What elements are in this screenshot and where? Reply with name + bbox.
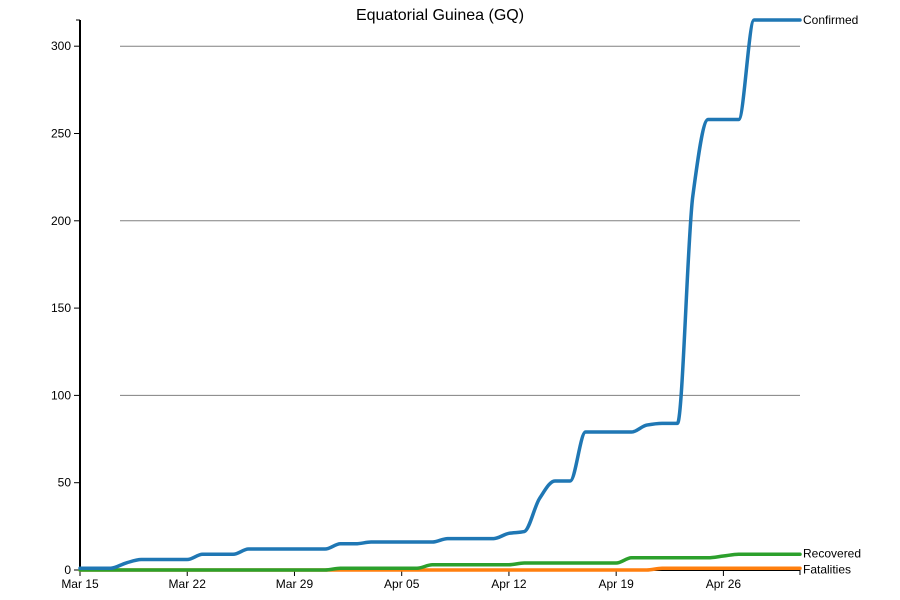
x-tick-label-0: Mar 15 xyxy=(61,577,99,591)
chart-title: Equatorial Guinea (GQ) xyxy=(356,7,524,24)
series-label-fatalities: Fatalities xyxy=(803,562,851,576)
x-tick-label-3: Apr 05 xyxy=(384,577,420,591)
x-tick-label-4: Apr 12 xyxy=(491,577,527,591)
x-tick-label-1: Mar 22 xyxy=(169,577,207,591)
series-label-confirmed: Confirmed xyxy=(803,13,858,27)
y-tick-label-300: 300 xyxy=(51,39,71,53)
y-tick-label-250: 250 xyxy=(51,126,71,140)
y-tick-label-200: 200 xyxy=(51,214,71,228)
series-label-recovered: Recovered xyxy=(803,546,861,560)
x-tick-label-2: Mar 29 xyxy=(276,577,314,591)
gridlines xyxy=(120,45,800,396)
y-tick-label-0: 0 xyxy=(64,563,71,577)
series-lines xyxy=(78,18,802,572)
series-line-recovered xyxy=(78,552,802,572)
series-line-fatalities xyxy=(78,566,802,572)
x-tick-label-5: Apr 19 xyxy=(598,577,634,591)
x-tick-label-6: Apr 26 xyxy=(706,577,742,591)
y-tick-label-50: 50 xyxy=(58,476,72,490)
series-labels: Confirmed Recovered Fatalities xyxy=(803,13,861,576)
y-tick-label-100: 100 xyxy=(51,388,71,402)
series-line-confirmed xyxy=(78,18,802,570)
y-tick-label-150: 150 xyxy=(51,301,71,315)
